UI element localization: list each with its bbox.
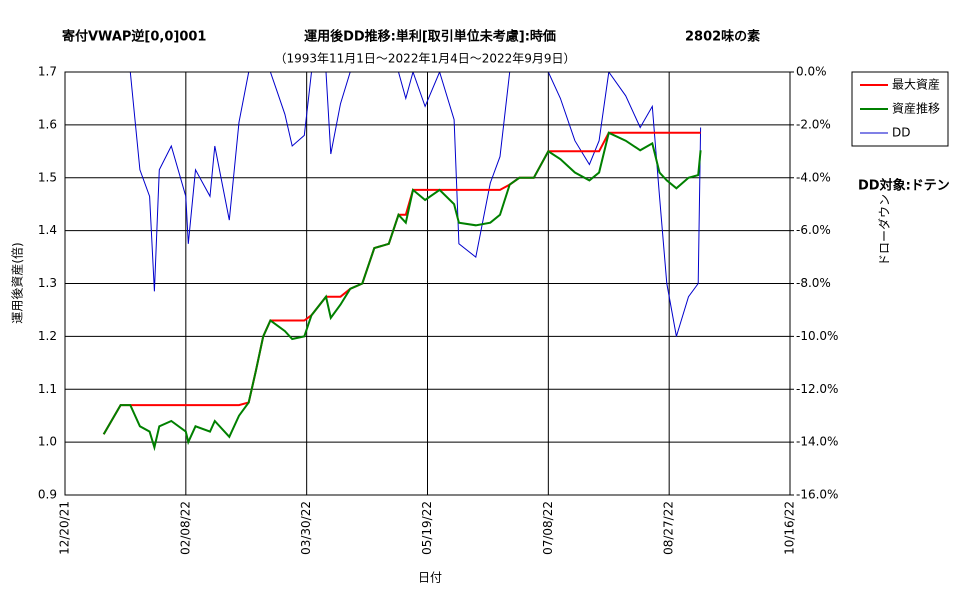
x-tick-label: 07/08/22 bbox=[541, 501, 555, 555]
y-tick-label: 1.3 bbox=[38, 276, 57, 290]
y2-tick-label: -14.0% bbox=[796, 435, 838, 449]
series-line bbox=[103, 72, 702, 337]
y-tick-label: 1.6 bbox=[38, 117, 57, 131]
chart-subtitle: （1993年11月1日～2022年1月4日～2022年9月9日） bbox=[274, 52, 575, 66]
plot-border bbox=[64, 71, 791, 496]
series-line bbox=[102, 131, 702, 452]
x-tick-label: 02/08/22 bbox=[178, 501, 192, 555]
y2-tick-label: -8.0% bbox=[796, 276, 831, 290]
y-tick-label: 1.7 bbox=[38, 65, 57, 79]
legend-label: 最大資産 bbox=[892, 77, 940, 92]
y2-tick-label: -16.0% bbox=[796, 488, 838, 502]
y2-tick-label: 0.0% bbox=[796, 65, 827, 79]
y2-tick-label: -4.0% bbox=[796, 170, 831, 184]
annotation: DD対象:ドテン bbox=[858, 178, 950, 194]
y-tick-label: 0.9 bbox=[38, 488, 57, 502]
y2-tick-label: -2.0% bbox=[796, 117, 831, 131]
y-tick-label: 1.4 bbox=[38, 223, 57, 237]
y2-tick-label: -12.0% bbox=[796, 382, 838, 396]
y-axis-label: 運用後資産(倍) bbox=[10, 242, 25, 323]
x-axis-label: 日付 bbox=[418, 571, 442, 585]
y-tick-label: 1.0 bbox=[38, 435, 57, 449]
y2-tick-label: -6.0% bbox=[796, 223, 831, 237]
y2-tick-label: -10.0% bbox=[796, 329, 838, 343]
y-tick-label: 1.1 bbox=[38, 382, 57, 396]
annotation: 寄付VWAP逆[0,0]001 bbox=[62, 29, 206, 45]
legend-label: DD bbox=[892, 126, 910, 140]
x-tick-label: 05/19/22 bbox=[420, 501, 434, 555]
legend-label: 資産推移 bbox=[892, 101, 940, 116]
chart-title: 運用後DD推移:単利[取引単位未考慮]:時価 bbox=[304, 29, 556, 45]
annotation: 2802味の素 bbox=[685, 29, 760, 45]
x-tick-label: 08/27/22 bbox=[662, 501, 676, 555]
y-tick-label: 1.5 bbox=[38, 170, 57, 184]
y2-axis-label: ドローダウン bbox=[877, 194, 892, 266]
x-tick-label: 03/30/22 bbox=[299, 501, 313, 555]
x-tick-label: 12/20/21 bbox=[58, 501, 72, 555]
y-tick-label: 1.2 bbox=[38, 329, 57, 343]
x-tick-label: 10/16/22 bbox=[783, 501, 797, 555]
